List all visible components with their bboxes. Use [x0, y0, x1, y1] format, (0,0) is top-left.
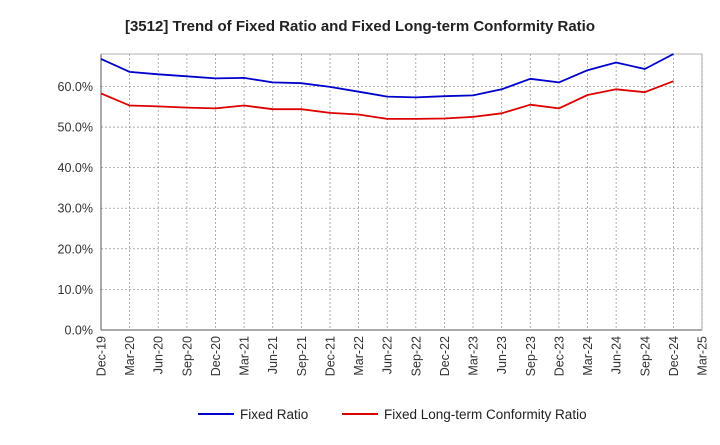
y-axis-tick-labels: 0.0% 10.0% 20.0% 30.0% 40.0% 50.0% 60.0% [58, 80, 93, 338]
x-tick-label: Dec-24 [667, 336, 681, 376]
x-tick-label: Jun-22 [381, 336, 395, 374]
x-tick-label: Sep-21 [295, 336, 309, 376]
x-tick-label: Sep-24 [638, 336, 652, 376]
x-tick-label: Jun-24 [610, 336, 624, 374]
x-tick-label: Mar-23 [467, 336, 481, 376]
x-tick-label: Mar-21 [238, 336, 252, 376]
x-tick-label: Mar-24 [581, 336, 595, 376]
x-tick-label: Mar-22 [352, 336, 366, 376]
y-tick-label: 60.0% [58, 80, 93, 94]
y-tick-label: 40.0% [58, 161, 93, 175]
legend: Fixed Ratio Fixed Long-term Conformity Ra… [198, 407, 587, 422]
x-tick-label: Dec-20 [209, 336, 223, 376]
legend-label: Fixed Long-term Conformity Ratio [384, 407, 587, 422]
x-tick-label: Dec-23 [552, 336, 566, 376]
x-tick-label: Dec-21 [323, 336, 337, 376]
x-tick-label: Sep-22 [409, 336, 423, 376]
x-tick-label: Dec-22 [438, 336, 452, 376]
y-tick-label: 10.0% [58, 283, 93, 297]
series-line [100, 80, 674, 120]
x-tick-label: Jun-21 [266, 336, 280, 374]
x-tick-label: Mar-20 [123, 336, 137, 376]
x-tick-label: Dec-19 [95, 336, 109, 376]
axes [100, 53, 703, 331]
x-axis-tick-labels: Dec-19 Mar-20 Jun-20 Sep-20 Dec-20 Mar-21 Jun-… [95, 336, 710, 376]
x-tick-label: Mar-25 [696, 336, 710, 376]
legend-label: Fixed Ratio [240, 407, 308, 422]
y-tick-label: 30.0% [58, 202, 93, 216]
y-tick-label: 0.0% [65, 324, 94, 338]
y-tick-label: 20.0% [58, 242, 93, 256]
x-tick-label: Sep-20 [180, 336, 194, 376]
chart-title: [3512] Trend of Fixed Ratio and Fixed Lo… [125, 18, 595, 35]
x-tick-label: Jun-23 [495, 336, 509, 374]
x-tick-label: Sep-23 [524, 336, 538, 376]
y-tick-label: 50.0% [58, 121, 93, 135]
series-lines [100, 53, 674, 120]
grid-lines [101, 54, 703, 330]
x-tick-label: Jun-20 [152, 336, 166, 374]
series-line [100, 53, 674, 99]
